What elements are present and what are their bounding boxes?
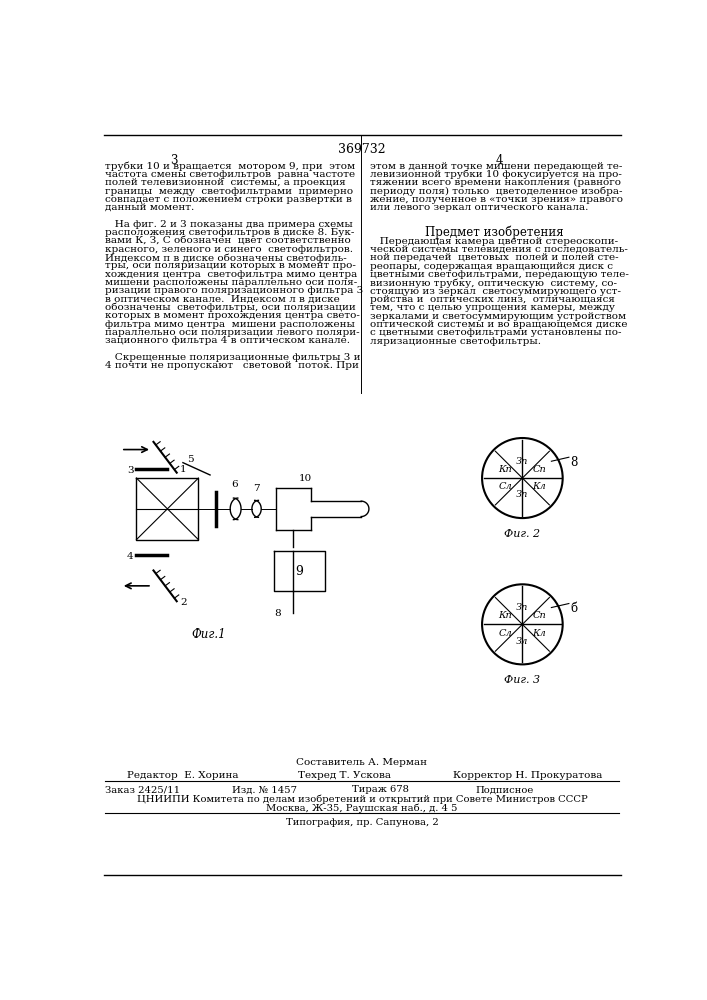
Text: расположения светофильтров в диске 8. Бук-: расположения светофильтров в диске 8. Бу… xyxy=(105,228,355,237)
Text: б: б xyxy=(571,602,578,615)
Text: 7: 7 xyxy=(253,484,260,493)
Text: обозначены  светофильтры, оси поляризации: обозначены светофильтры, оси поляризации xyxy=(105,303,356,312)
Text: Кп: Кп xyxy=(498,465,513,474)
Text: Составитель А. Мерман: Составитель А. Мерман xyxy=(296,758,428,767)
Text: Заказ 2425/11: Заказ 2425/11 xyxy=(105,785,180,794)
Text: Скрещенные поляризационные фильтры 3 и: Скрещенные поляризационные фильтры 3 и xyxy=(105,353,361,362)
Text: красного, зеленого и синего  светофильтров.: красного, зеленого и синего светофильтро… xyxy=(105,245,354,254)
Text: Зл: Зл xyxy=(516,637,529,646)
Text: Сл: Сл xyxy=(498,629,513,638)
Text: ризации правого поляризационного фильтра 3: ризации правого поляризационного фильтра… xyxy=(105,286,363,295)
Text: мишени расположены параллельно оси поля-: мишени расположены параллельно оси поля- xyxy=(105,278,358,287)
Text: Москва, Ж-35, Раушская наб., д. 4 5: Москва, Ж-35, Раушская наб., д. 4 5 xyxy=(267,804,457,813)
Text: параллельно оси поляризации левого поляри-: параллельно оси поляризации левого поляр… xyxy=(105,328,360,337)
Text: левизионной трубки 10 фокусируется на про-: левизионной трубки 10 фокусируется на пр… xyxy=(370,170,622,179)
Text: 1: 1 xyxy=(180,465,187,474)
Text: 369732: 369732 xyxy=(338,143,386,156)
Text: тем, что с целью упрощения камеры, между: тем, что с целью упрощения камеры, между xyxy=(370,303,616,312)
Text: вами К, З, С обозначен  цвет соответственно: вами К, З, С обозначен цвет соответствен… xyxy=(105,236,351,245)
Text: жение, полученное в «точки зрения» правого: жение, полученное в «точки зрения» право… xyxy=(370,195,624,204)
Text: Фиг. 2: Фиг. 2 xyxy=(504,529,540,539)
Text: 4 почти не пропускают   световой  поток. При: 4 почти не пропускают световой поток. Пр… xyxy=(105,361,359,370)
Text: периоду поля) только  цветоделенное изобра-: периоду поля) только цветоделенное изобр… xyxy=(370,187,623,196)
Text: 9: 9 xyxy=(296,565,303,578)
Text: Фиг. 3: Фиг. 3 xyxy=(504,675,540,685)
Text: 3: 3 xyxy=(127,466,134,475)
Text: Предмет изобретения: Предмет изобретения xyxy=(425,226,563,239)
Text: тры, оси поляризации которых в момент про-: тры, оси поляризации которых в момент пр… xyxy=(105,261,356,270)
Text: Индексом п в диске обозначены светофиль-: Индексом п в диске обозначены светофиль- xyxy=(105,253,347,263)
Text: зационного фильтра 4 в оптическом канале.: зационного фильтра 4 в оптическом канале… xyxy=(105,336,351,345)
Text: 3: 3 xyxy=(170,154,177,167)
Text: Кл: Кл xyxy=(532,482,547,491)
Text: в оптическом канале.  Индексом л в диске: в оптическом канале. Индексом л в диске xyxy=(105,295,340,304)
Text: данный момент.: данный момент. xyxy=(105,203,194,212)
Text: Зп: Зп xyxy=(516,603,529,612)
Text: Сл: Сл xyxy=(498,482,513,491)
Text: этом в данной точке мишени передающей те-: этом в данной точке мишени передающей те… xyxy=(370,162,623,171)
Text: частота смены светофильтров  равна частоте: частота смены светофильтров равна частот… xyxy=(105,170,356,179)
Text: 4: 4 xyxy=(127,552,134,561)
Text: Подписное: Подписное xyxy=(476,785,534,794)
Text: трубки 10 и вращается  мотором 9, при  этом: трубки 10 и вращается мотором 9, при это… xyxy=(105,162,356,171)
Text: Кп: Кп xyxy=(498,611,513,620)
Text: Тираж 678: Тираж 678 xyxy=(352,785,409,794)
Text: Корректор Н. Прокуратова: Корректор Н. Прокуратова xyxy=(452,771,602,780)
Text: ческой системы телевидения с последователь-: ческой системы телевидения с последовате… xyxy=(370,245,629,254)
Text: которых в момент прохождения центра свето-: которых в момент прохождения центра свет… xyxy=(105,311,361,320)
Text: ляризационные светофильтры.: ляризационные светофильтры. xyxy=(370,337,542,346)
Text: 5: 5 xyxy=(187,455,194,464)
Text: Сп: Сп xyxy=(532,465,547,474)
Text: цветными светофильтрами, передающую теле-: цветными светофильтрами, передающую теле… xyxy=(370,270,629,279)
Text: Техред Т. Ускова: Техред Т. Ускова xyxy=(298,771,391,780)
Text: визионную трубку, оптическую  систему, со-: визионную трубку, оптическую систему, со… xyxy=(370,278,617,288)
Text: 4: 4 xyxy=(496,154,503,167)
Text: Зп: Зп xyxy=(516,490,529,499)
Text: 6: 6 xyxy=(231,480,238,489)
Text: ной передачей  цветовых  полей и полей сте-: ной передачей цветовых полей и полей сте… xyxy=(370,253,619,262)
Text: 8: 8 xyxy=(571,456,578,469)
Text: совпадает с положением строки развертки в: совпадает с положением строки развертки … xyxy=(105,195,352,204)
Text: реопары, содержащая вращающийся диск с: реопары, содержащая вращающийся диск с xyxy=(370,262,614,271)
Text: оптической системы и во вращающемся диске: оптической системы и во вращающемся диск… xyxy=(370,320,628,329)
Text: фильтра мимо центра  мишени расположены: фильтра мимо центра мишени расположены xyxy=(105,320,356,329)
Text: 10: 10 xyxy=(299,474,312,483)
Text: стоящую из зеркал  светосуммирующего уст-: стоящую из зеркал светосуммирующего уст- xyxy=(370,287,621,296)
Text: На фиг. 2 и 3 показаны два примера схемы: На фиг. 2 и 3 показаны два примера схемы xyxy=(105,220,354,229)
Text: тяжении всего времени накопления (равного: тяжении всего времени накопления (равног… xyxy=(370,178,621,187)
Text: полей телевизионной  системы, а проекция: полей телевизионной системы, а проекция xyxy=(105,178,346,187)
Text: Редактор  Е. Хорина: Редактор Е. Хорина xyxy=(127,771,239,780)
Text: хождения центра  светофильтра мимо центра: хождения центра светофильтра мимо центра xyxy=(105,270,358,279)
Text: Передающая камера цветной стереоскопи-: Передающая камера цветной стереоскопи- xyxy=(370,237,619,246)
Text: Фиг.1: Фиг.1 xyxy=(191,628,226,641)
Text: ЦНИИПИ Комитета по делам изобретений и открытий при Совете Министров СССР: ЦНИИПИ Комитета по делам изобретений и о… xyxy=(136,795,588,804)
Text: или левого зеркал оптического канала.: или левого зеркал оптического канала. xyxy=(370,203,589,212)
Text: Сп: Сп xyxy=(532,611,547,620)
Text: 8: 8 xyxy=(274,609,281,618)
Text: ройства и  оптических линз,  отличающаяся: ройства и оптических линз, отличающаяся xyxy=(370,295,615,304)
Text: 2: 2 xyxy=(180,598,187,607)
Text: зеркалами и светосуммирующим устройством: зеркалами и светосуммирующим устройством xyxy=(370,312,626,321)
Text: с цветными светофильтрами установлены по-: с цветными светофильтрами установлены по… xyxy=(370,328,622,337)
Text: Типография, пр. Сапунова, 2: Типография, пр. Сапунова, 2 xyxy=(286,818,438,827)
Text: Зп: Зп xyxy=(516,457,529,466)
Text: Кл: Кл xyxy=(532,629,547,638)
Text: Изд. № 1457: Изд. № 1457 xyxy=(232,785,297,794)
Text: границы  между  светофильтрами  примерно: границы между светофильтрами примерно xyxy=(105,187,354,196)
